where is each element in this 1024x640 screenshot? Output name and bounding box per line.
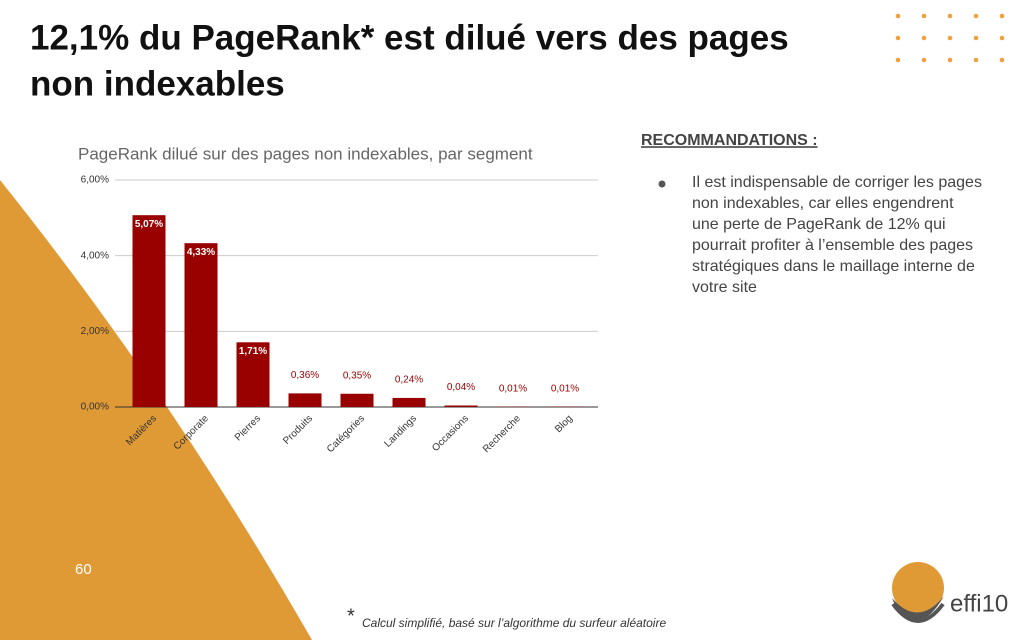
dot bbox=[973, 57, 979, 63]
logo-swoosh bbox=[891, 602, 945, 623]
decor-dots bbox=[895, 13, 1005, 63]
dot bbox=[947, 57, 953, 63]
data-label: 0,04% bbox=[447, 382, 475, 393]
footnote: Calcul simplifié, basé sur l’algorithme … bbox=[362, 616, 666, 630]
recommendation-line: pourrait profiter à l’ensemble des pages bbox=[692, 237, 973, 254]
data-label: 1,71% bbox=[239, 346, 267, 357]
bar bbox=[288, 393, 322, 407]
x-tick-label: Occasions bbox=[430, 413, 471, 454]
dot bbox=[947, 35, 953, 41]
y-tick-label: 4,00% bbox=[81, 250, 109, 261]
data-label: 0,01% bbox=[551, 383, 579, 394]
bar bbox=[392, 397, 426, 407]
x-tick-label: Pierres bbox=[233, 413, 263, 443]
dot bbox=[921, 57, 927, 63]
recommendation-line: une perte de PageRank de 12% qui bbox=[692, 216, 946, 233]
dot bbox=[999, 57, 1005, 63]
data-label: 0,24% bbox=[395, 375, 423, 386]
logo-mark bbox=[892, 562, 944, 614]
dot bbox=[895, 13, 901, 19]
dot bbox=[999, 35, 1005, 41]
recommendation-line: Il est indispensable de corriger les pag… bbox=[692, 174, 982, 191]
decor-shape bbox=[0, 180, 312, 640]
chart-title: PageRank dilué sur des pages non indexab… bbox=[78, 144, 533, 163]
dot bbox=[895, 35, 901, 41]
dot bbox=[973, 35, 979, 41]
y-tick-label: 2,00% bbox=[81, 326, 109, 337]
bullet bbox=[658, 180, 666, 188]
x-tick-label: Recherche bbox=[481, 413, 523, 455]
dot bbox=[921, 13, 927, 19]
bar bbox=[184, 243, 218, 407]
y-tick-label: 6,00% bbox=[81, 175, 109, 186]
bar bbox=[340, 393, 374, 407]
recommendation-line: non indexables, car elles engendrent bbox=[692, 195, 954, 212]
slide-title: 12,1% du PageRank* est dilué vers des pa… bbox=[30, 18, 789, 57]
x-tick-label: Landings bbox=[383, 413, 419, 449]
y-tick-label: 0,00% bbox=[81, 402, 109, 413]
dot bbox=[895, 57, 901, 63]
recommendation-text: Il est indispensable de corriger les pag… bbox=[692, 174, 982, 296]
x-tick-label: Blog bbox=[553, 413, 575, 435]
dot bbox=[973, 13, 979, 19]
data-label: 0,01% bbox=[499, 383, 527, 394]
dot bbox=[999, 13, 1005, 19]
recommendation-line: stratégiques dans le maillage interne de bbox=[692, 258, 975, 275]
bar bbox=[132, 215, 166, 407]
data-label: 0,35% bbox=[343, 370, 371, 381]
data-label: 5,07% bbox=[135, 219, 163, 230]
logo-text: effi10 bbox=[950, 590, 1008, 617]
x-tick-label: Produits bbox=[281, 413, 315, 447]
bar bbox=[444, 405, 478, 407]
data-label: 4,33% bbox=[187, 247, 215, 258]
footnote-mark: * bbox=[347, 605, 355, 627]
dot bbox=[921, 35, 927, 41]
data-label: 0,36% bbox=[291, 370, 319, 381]
recommendations-heading: RECOMMANDATIONS : bbox=[641, 132, 818, 149]
dot bbox=[947, 13, 953, 19]
x-tick-label: Catégories bbox=[325, 413, 367, 455]
logo: effi10 bbox=[891, 562, 1008, 623]
bar bbox=[236, 342, 270, 407]
page-number: 60 bbox=[75, 561, 92, 578]
slide-title: non indexables bbox=[30, 64, 285, 103]
recommendation-line: votre site bbox=[692, 279, 757, 296]
